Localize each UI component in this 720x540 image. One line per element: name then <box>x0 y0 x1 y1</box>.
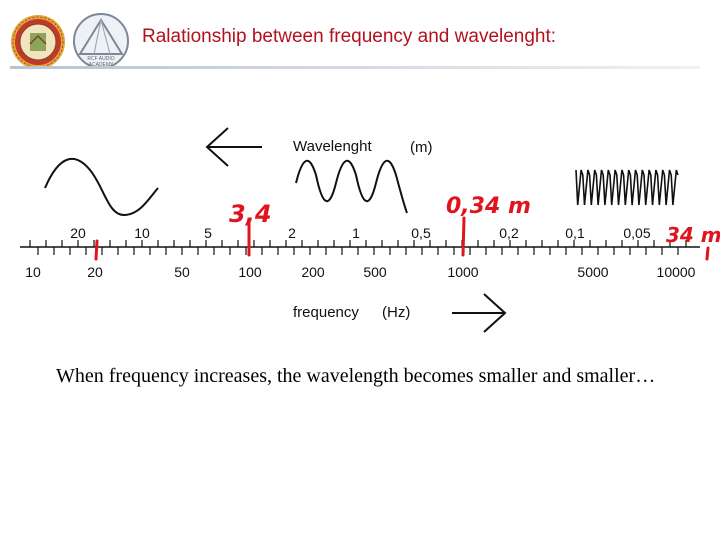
wavelength-label: Wavelenght <box>293 138 372 155</box>
title-divider <box>10 66 700 69</box>
arrow-right-icon <box>452 293 507 333</box>
wavelength-tick-label: 0,2 <box>499 225 519 241</box>
slide-caption: When frequency increases, the wavelength… <box>56 365 656 387</box>
frequency-tick-label: 10 <box>25 264 41 280</box>
wavelength-tick-label: 0,05 <box>623 225 650 241</box>
medium-wave <box>295 160 408 214</box>
frequency-unit: (Hz) <box>382 304 410 321</box>
frequency-label: frequency <box>293 304 359 321</box>
short-wave <box>575 169 679 206</box>
scale-ticks <box>29 240 687 255</box>
annotation-markers <box>94 216 710 261</box>
logo-text-line-2: ACADEMY <box>89 62 114 68</box>
frequency-wavelength-diagram: Wavelenght (m) 20 10 5 2 1 0,5 0,2 0,1 0… <box>20 127 720 333</box>
slide-title: Ralationship between frequency and wavel… <box>142 26 557 47</box>
wavelength-unit: (m) <box>410 139 433 156</box>
wavelength-tick-label: 1 <box>352 225 360 241</box>
wavelength-tick-label: 0,1 <box>565 225 585 241</box>
annotation-0-34-m: 0,34 m <box>446 194 531 219</box>
wavelength-tick-label: 2 <box>288 225 296 241</box>
rcf-audio-academy-icon: RCF AUDIO ACADEMY <box>73 13 129 69</box>
frequency-tick-label: 100 <box>238 264 262 280</box>
long-wave <box>44 157 159 217</box>
university-seal-icon <box>11 15 65 69</box>
annotation-34-mm: 34 mm <box>666 223 720 247</box>
frequency-tick-label: 50 <box>174 264 190 280</box>
frequency-tick-label: 1000 <box>447 264 478 280</box>
frequency-tick-label: 500 <box>363 264 387 280</box>
wavelength-tick-label: 20 <box>70 225 86 241</box>
arrow-left-icon <box>205 127 262 167</box>
frequency-tick-label: 5000 <box>577 264 608 280</box>
logo-text-line-1: RCF AUDIO <box>87 56 114 62</box>
frequency-tick-label: 200 <box>301 264 325 280</box>
frequency-tick-label: 20 <box>87 264 103 280</box>
frequency-tick-label: 10000 <box>657 264 696 280</box>
wavelength-tick-label: 0,5 <box>411 225 431 241</box>
wavelength-tick-label: 10 <box>134 225 150 241</box>
wavelength-tick-label: 5 <box>204 225 212 241</box>
